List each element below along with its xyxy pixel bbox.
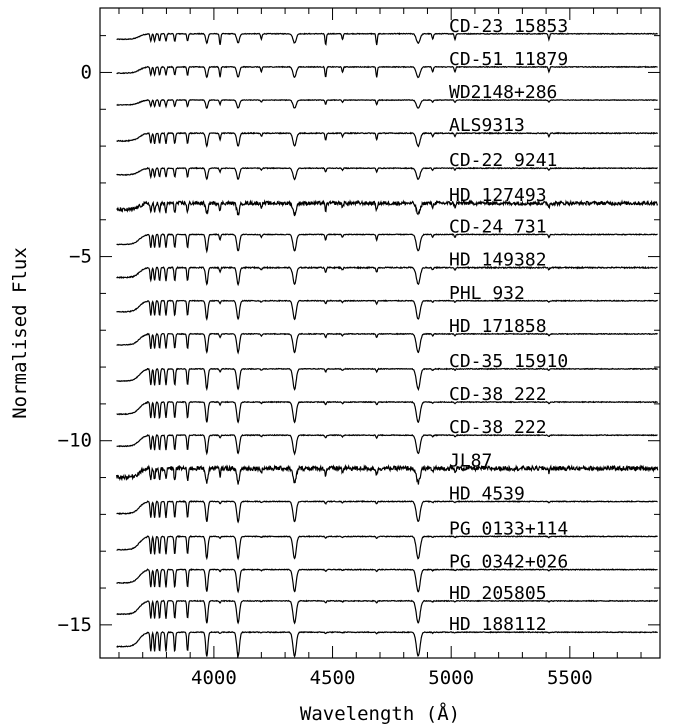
series-label: PG 0133+114 [449,518,568,539]
series-label: PHL 932 [449,283,525,304]
series-label: CD-22 9241 [449,150,557,171]
series-label: CD-38 222 [449,384,547,405]
spectrum-line [116,599,659,625]
spectrum-line [116,65,658,79]
spectrum-line [116,500,658,524]
x-tick-label: 4000 [191,667,237,689]
y-tick-label: −5 [69,246,92,268]
star-labels: CD-23 15853 CD-51 11879 WD2148+286 ALS9313 C… [449,16,568,635]
spectrum-line [116,367,659,392]
series-label: HD 127493 [449,185,547,206]
series-label: CD-23 15853 [449,16,568,37]
y-tick-labels: 0 −5 −10 −15 [58,61,92,635]
series-label: HD 171858 [449,316,547,337]
series-label: ALS9313 [449,115,525,136]
spectrum-line [116,265,658,287]
x-tick-label: 5000 [428,667,474,689]
series-label: WD2148+286 [449,82,557,103]
series-label: CD-38 222 [449,417,547,438]
spectrum-line [116,32,658,46]
spectrum-line [116,98,658,110]
y-tick-label: 0 [81,61,92,83]
series-label: CD-35 15910 [449,351,568,372]
x-tick-label: 5500 [547,667,593,689]
spectrum-line [116,332,658,355]
spectrum-line [116,131,659,148]
series-label: CD-51 11879 [449,49,568,70]
spectrum-line [116,400,659,424]
spectra-group [116,32,659,659]
spectrum-line [116,535,658,561]
y-tick-label: −10 [58,430,92,452]
spectrum-line [116,568,658,594]
spectrum-line [116,199,659,217]
series-label: PG 0342+026 [449,552,568,573]
spectrum-line [116,630,658,659]
x-tick-labels: 4000 4500 5000 5500 [191,667,593,689]
series-label: HD 149382 [449,250,547,271]
axis-ticks [100,8,660,658]
series-label: HD 188112 [449,614,547,635]
y-axis-label: Normalised Flux [9,247,31,419]
spectrum-line [116,299,659,322]
series-label: HD 4539 [449,483,525,504]
spectrum-line [116,233,658,254]
x-tick-label: 4500 [310,667,356,689]
series-label: HD 205805 [449,583,547,604]
spectrum-line [116,433,658,456]
plot-frame [99,7,661,659]
series-label: CD-24 731 [449,216,547,237]
y-tick-label: −15 [58,614,92,636]
x-axis-label: Wavelength (Å) [300,702,460,725]
spectrum-line [116,463,659,485]
spectrum-line [116,166,658,181]
series-label: JL87 [449,450,492,471]
